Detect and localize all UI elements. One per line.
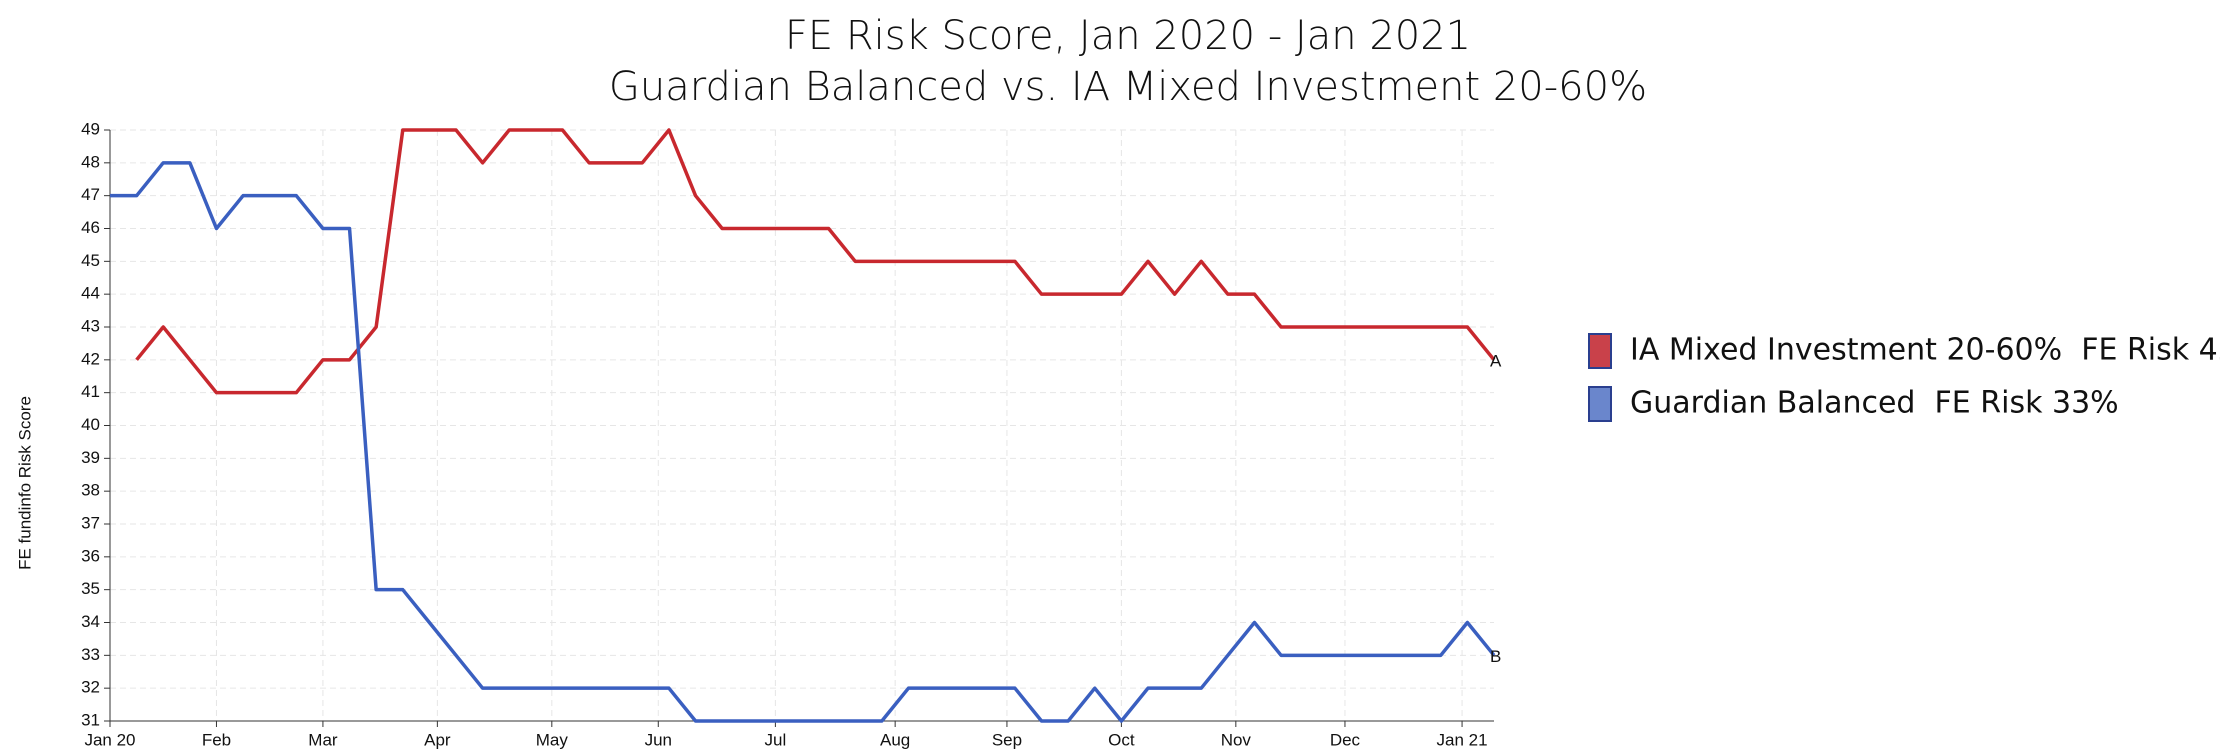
end-label: B: [1490, 647, 1501, 666]
series-line: [110, 161, 1496, 723]
x-tick-label: Jan 20: [84, 730, 135, 749]
y-tick-label: 47: [81, 185, 100, 204]
y-tick-label: 49: [81, 119, 100, 138]
x-tick-label: Apr: [424, 730, 451, 749]
legend-swatch: [1588, 386, 1612, 422]
chart-subtitle: Guardian Balanced vs. IA Mixed Investmen…: [609, 64, 1647, 110]
series-line: [135, 128, 1496, 395]
x-tick-label: Sep: [992, 730, 1022, 749]
x-tick-label: Jul: [765, 730, 787, 749]
x-tick-label: May: [536, 730, 569, 749]
y-axis-label: FE fundinfo Risk Score: [15, 396, 34, 570]
y-tick-label: 48: [81, 152, 100, 171]
y-tick-label: 32: [81, 678, 100, 697]
y-tick-label: 31: [81, 710, 100, 729]
legend-label: Guardian Balanced FE Risk 33%: [1630, 386, 2119, 421]
legend-label: IA Mixed Investment 20-60% FE Risk 42%: [1630, 333, 2220, 368]
x-tick-label: Jan 21: [1437, 730, 1488, 749]
x-tick-label: Jun: [645, 730, 672, 749]
x-tick-label: Dec: [1330, 730, 1361, 749]
x-tick-label: Aug: [880, 730, 910, 749]
x-tick-label: Feb: [202, 730, 231, 749]
end-label: A: [1490, 351, 1502, 370]
x-tick-label: Oct: [1108, 730, 1135, 749]
y-tick-label: 35: [81, 579, 100, 598]
y-tick-label: 34: [81, 612, 100, 631]
y-tick-label: 33: [81, 645, 100, 664]
y-tick-label: 38: [81, 481, 100, 500]
x-tick-label: Nov: [1221, 730, 1252, 749]
y-tick-label: 41: [81, 382, 100, 401]
y-tick-label: 37: [81, 513, 100, 532]
legend-swatch: [1588, 333, 1612, 369]
x-tick-label: Mar: [308, 730, 338, 749]
y-tick-label: 36: [81, 546, 100, 565]
y-tick-label: 46: [81, 218, 100, 237]
chart-title: FE Risk Score, Jan 2020 - Jan 2021: [785, 13, 1471, 59]
y-tick-label: 40: [81, 415, 100, 434]
y-tick-label: 44: [81, 284, 100, 303]
y-tick-label: 39: [81, 448, 100, 467]
y-tick-label: 43: [81, 316, 100, 335]
y-tick-label: 45: [81, 251, 100, 270]
y-tick-label: 42: [81, 349, 100, 368]
